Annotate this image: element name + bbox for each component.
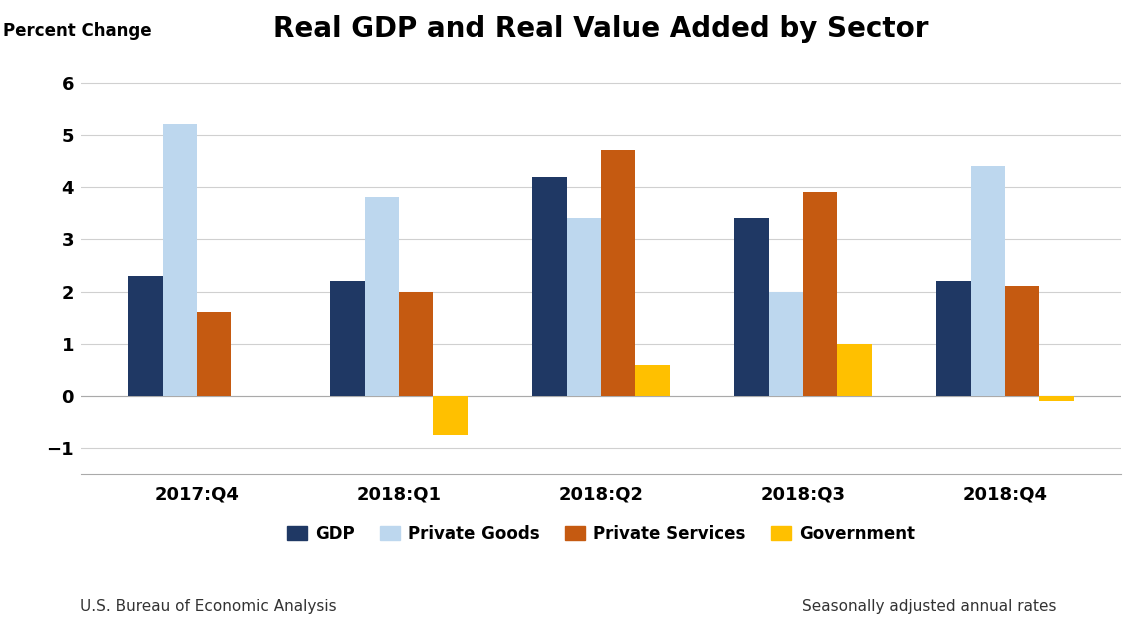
Bar	[601, 151, 635, 396]
Bar	[936, 281, 970, 396]
Bar	[533, 176, 567, 396]
Legend: GDP, Private Goods, Private Services, Government: GDP, Private Goods, Private Services, Go…	[281, 518, 921, 550]
Bar	[635, 365, 670, 396]
Bar	[970, 166, 1005, 396]
Text: U.S. Bureau of Economic Analysis: U.S. Bureau of Economic Analysis	[80, 599, 336, 614]
Bar	[769, 291, 803, 396]
Text: Percent Change: Percent Change	[3, 22, 152, 40]
Bar	[433, 396, 468, 435]
Bar	[399, 291, 433, 396]
Bar	[162, 124, 197, 396]
Bar	[837, 344, 871, 396]
Bar	[331, 281, 365, 396]
Bar	[567, 219, 601, 396]
Bar	[1005, 286, 1039, 396]
Bar	[197, 313, 232, 396]
Bar	[803, 192, 837, 396]
Bar	[128, 276, 162, 396]
Bar	[1039, 396, 1074, 401]
Title: Real GDP and Real Value Added by Sector: Real GDP and Real Value Added by Sector	[274, 15, 929, 43]
Text: Seasonally adjusted annual rates: Seasonally adjusted annual rates	[802, 599, 1056, 614]
Bar	[734, 219, 769, 396]
Bar	[365, 197, 399, 396]
